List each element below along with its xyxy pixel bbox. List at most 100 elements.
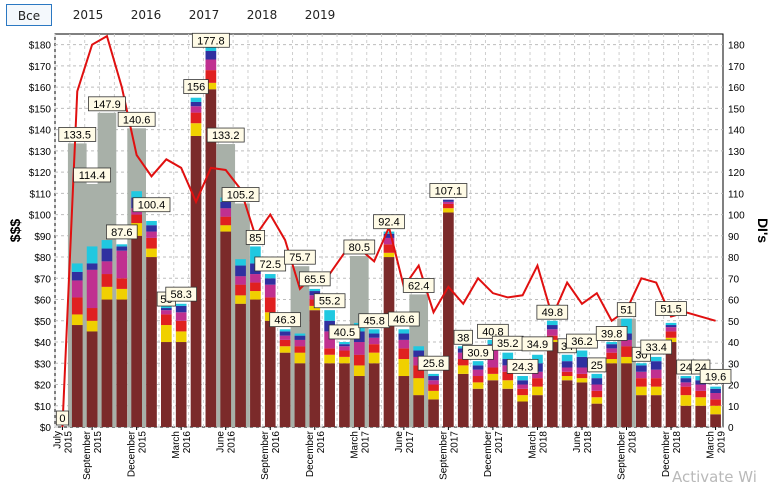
bar-segment [413,395,425,427]
bar-segment [680,382,692,387]
bar-segment [324,363,335,427]
x-tick-label: December [483,430,494,477]
bar-segment [665,331,677,338]
bar-segment [279,339,291,347]
y-tick-label-right: 180 [728,41,745,52]
y-tick-label-right: 80 [728,253,740,264]
bar-segment [636,363,647,366]
bar-segment [443,212,454,427]
y-tick-label-right: 70 [728,274,740,285]
bar-segment [175,342,187,427]
data-label: 72.5 [260,259,281,271]
tab-2017[interactable]: 2017 [188,8,220,22]
y-tick-label-right: 150 [728,104,745,115]
y-tick-label-right: 130 [728,147,745,158]
bar-segment [116,246,128,251]
bar-segment [235,259,246,266]
bar-segment [175,320,187,332]
bar-segment [472,388,484,427]
x-tick-label: 2015 [63,431,74,454]
bar-segment [205,89,217,428]
bar-segment [339,342,350,345]
bar-segment [561,354,573,362]
data-label: 0 [59,413,65,425]
bar-segment [650,395,662,427]
bar-segment [250,299,261,427]
tab-2019[interactable]: 2019 [304,8,336,22]
tab-2015[interactable]: 2015 [72,8,104,22]
data-label: 51.5 [660,304,681,316]
bar-segment [86,263,98,270]
bar-segment [160,342,172,427]
tab-all[interactable]: Все [6,4,52,26]
bar-segment [205,82,217,90]
bar-segment [457,373,469,427]
bar-segment [353,376,365,427]
bar-segment [428,373,439,377]
bar-segment [101,248,113,262]
bar-segment [294,333,306,336]
bar-segment [220,231,232,427]
bar-segment [383,237,395,245]
bar-segment [339,344,350,347]
data-label: 33.4 [645,342,666,354]
data-label: 25 [591,360,603,372]
bar-segment [695,384,707,391]
bar-segment [443,208,454,213]
data-label-box [587,357,607,373]
bar-segment [621,339,632,347]
bar-segment [591,378,603,385]
x-tick-label: December [305,430,316,477]
bar-segment [606,344,618,349]
bar-segment [368,329,380,334]
data-label-box [117,111,156,127]
data-label: 30.9 [467,347,488,359]
bar-segment [101,261,113,275]
x-tick-label: March [527,431,538,459]
bar-segment [339,346,350,351]
x-tick-label: 2015 [138,431,149,454]
bar-segment [710,388,721,394]
data-label: 62.4 [408,280,429,292]
bar-segment [383,257,395,427]
bar-segment [175,305,187,313]
bar-segment [86,246,98,264]
y-tick-label-left: $120 [29,168,52,179]
bar-segment [650,361,662,370]
x-tick-label: March [706,431,717,459]
data-label: 36.2 [571,336,592,348]
data-label: 34.9 [527,339,548,351]
bar-segment [591,373,603,379]
bar-segment [264,284,276,298]
y-tick-label-right: 90 [728,232,740,243]
data-label-box [298,271,331,287]
bar-segment [131,214,142,224]
bar-segment [428,384,439,391]
data-label-box [566,333,598,349]
bar-segment [606,359,618,364]
bar-segment [353,342,365,355]
bar-segment [517,380,528,385]
y-tick-label-left: $30 [34,359,51,370]
data-label-box [343,239,376,255]
bar-segment [205,50,217,60]
data-label-box [165,286,197,302]
data-label-box [284,249,316,265]
bar-segment [146,231,157,238]
x-tick-label: July [52,431,63,449]
bar-segment [532,386,543,396]
data-label-box [106,224,138,240]
bar-segment [413,350,425,357]
tab-2018[interactable]: 2018 [246,8,278,22]
bar-segment [591,384,603,391]
bar-segment [324,310,335,321]
bar-segment [160,308,172,311]
bar-segment [636,386,647,396]
bar-segment [621,356,632,364]
tab-2016[interactable]: 2016 [130,8,162,22]
data-label: 55.2 [319,296,340,308]
bar-segment [309,291,321,296]
bar-segment [443,199,454,202]
x-tick-label: 2016 [316,431,327,454]
x-tick-label: 2018 [672,431,683,454]
